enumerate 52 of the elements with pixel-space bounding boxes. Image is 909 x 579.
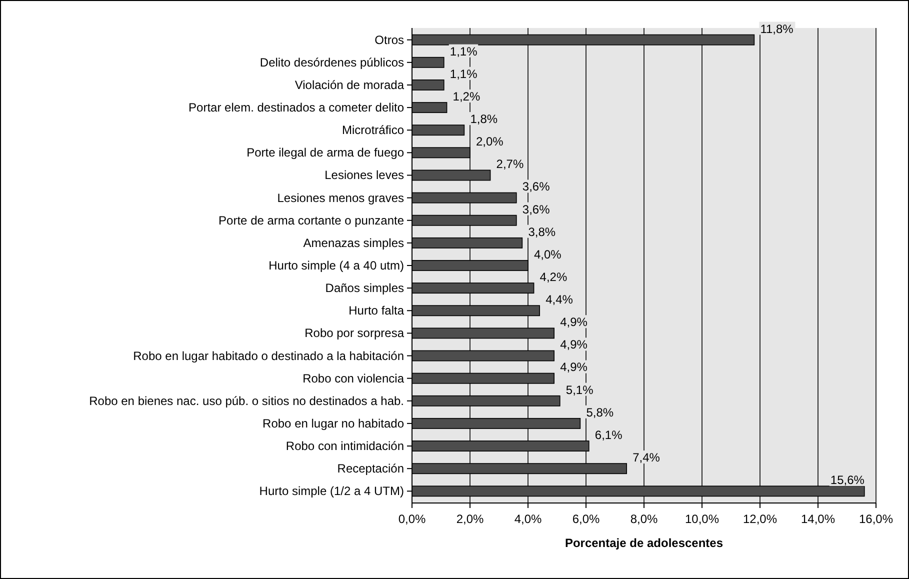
- x-tick-label: 6,0%: [572, 512, 600, 526]
- data-label: 4,9%: [560, 315, 588, 330]
- x-tick-label: 4,0%: [514, 512, 542, 526]
- data-label: 5,8%: [586, 405, 614, 420]
- data-label: 6,1%: [594, 428, 623, 442]
- x-tick-label: 12,0%: [742, 512, 778, 526]
- y-tick-label: Robo con violencia: [302, 371, 404, 386]
- data-label: 11,8%: [760, 22, 794, 36]
- y-tick-label: Amenazas simples: [303, 236, 404, 250]
- data-label: 4,9%: [560, 360, 588, 374]
- y-tick-label: Porte ilegal de arma de fuego: [246, 146, 404, 160]
- y-tick-label: Otros: [374, 32, 404, 47]
- data-label: 1,1%: [450, 44, 478, 58]
- data-label: 4,4%: [546, 292, 574, 307]
- y-tick-label: Robo por sorpresa: [304, 326, 404, 340]
- data-label: 2,0%: [476, 134, 504, 149]
- y-tick-label: Hurto simple (1/2 a 4 UTM): [259, 484, 404, 498]
- y-tick-label: Robo en bienes nac. uso púb. o sitios no destinados a hab.: [89, 394, 404, 408]
- data-label: 4,0%: [534, 247, 562, 262]
- y-tick-label: Robo con intimidación: [286, 439, 404, 454]
- y-tick-label: Hurto simple (4 a 40 utm): [268, 258, 404, 272]
- data-label: 1,8%: [470, 112, 498, 126]
- y-tick-label: Hurto falta: [348, 304, 404, 318]
- x-tick-label: 0,0%: [398, 512, 426, 526]
- y-tick-label: Microtráfico: [342, 123, 404, 138]
- x-tick-label: 16,0%: [858, 512, 894, 526]
- data-label: 2,7%: [496, 157, 524, 172]
- x-tick-label: 8,0%: [630, 512, 658, 526]
- x-tick-label: 14,0%: [800, 512, 836, 526]
- y-tick-label: Lesiones leves: [324, 168, 404, 182]
- data-label: 4,9%: [560, 338, 588, 352]
- y-tick-label: Porte de arma cortante o punzante: [218, 213, 404, 228]
- y-tick-label: Daños simples: [325, 281, 404, 296]
- y-tick-label: Robo en lugar no habitado: [262, 416, 404, 430]
- x-tick-label: 2,0%: [456, 512, 484, 526]
- x-axis-title: Porcentaje de adolescentes: [564, 536, 724, 550]
- y-tick-label: Violación de morada: [294, 78, 404, 92]
- data-label: 1,1%: [450, 66, 478, 81]
- data-label: 4,2%: [540, 270, 568, 284]
- data-label: 15,6%: [830, 473, 865, 488]
- y-tick-label: Robo en lugar habitado o destinado a la habitación: [133, 348, 404, 363]
- y-tick-label: Delito desórdenes públicos: [260, 55, 404, 70]
- y-tick-label: Receptación: [337, 462, 404, 476]
- y-tick-label: Lesiones menos graves: [277, 190, 404, 205]
- data-label: 5,1%: [566, 382, 594, 397]
- x-tick-label: 10,0%: [684, 512, 720, 526]
- data-label: 7,4%: [632, 450, 660, 465]
- y-tick-label: Portar elem. destinados a cometer delito: [188, 100, 404, 115]
- data-label: 1,2%: [452, 89, 480, 104]
- data-label: 3,6%: [522, 202, 550, 216]
- data-label: 3,6%: [522, 180, 550, 194]
- data-label: 3,8%: [528, 224, 556, 239]
